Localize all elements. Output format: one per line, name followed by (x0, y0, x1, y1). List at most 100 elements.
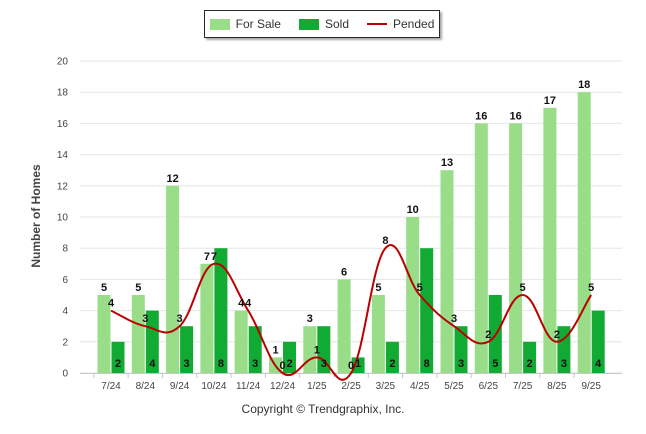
bar-sold (523, 341, 537, 373)
x-tick-label: 2/25 (341, 381, 361, 392)
bar-sold (248, 326, 262, 373)
x-tick-label: 7/25 (513, 381, 533, 392)
data-label-sold: 2 (115, 358, 121, 370)
x-tick-label: 4/25 (410, 381, 430, 392)
legend-label-for-sale: For Sale (235, 17, 281, 31)
bar-for-sale (474, 123, 488, 374)
data-label-pended: 7 (211, 251, 217, 263)
bar-sold (283, 341, 296, 373)
legend-item-sold[interactable]: Sold (298, 17, 349, 31)
y-tick-label: 10 (57, 213, 69, 224)
data-label-for-sale: 4 (238, 298, 245, 310)
data-label-pended: 2 (554, 329, 560, 341)
data-label-for-sale: 18 (578, 79, 590, 91)
data-label-pended: 2 (485, 329, 491, 341)
y-tick-label: 20 (57, 57, 69, 68)
data-label-sold: 5 (492, 358, 498, 370)
data-label-sold: 2 (389, 358, 395, 370)
y-tick-label: 4 (62, 306, 68, 317)
data-label-for-sale: 5 (375, 282, 381, 294)
bar-for-sale (371, 295, 385, 373)
x-tick-label: 11/24 (236, 381, 261, 392)
bar-sold (351, 357, 365, 373)
data-label-for-sale: 16 (475, 110, 487, 122)
legend-swatch-sold (298, 18, 319, 30)
data-label-for-sale: 1 (272, 344, 278, 356)
legend-label-sold: Sold (324, 17, 349, 31)
data-label-pended: 3 (142, 313, 148, 325)
data-label-for-sale: 17 (544, 95, 556, 107)
bar-sold (591, 310, 605, 373)
bar-for-sale (131, 295, 145, 373)
legend: For Sale Sold Pended (204, 10, 440, 38)
data-label-sold: 3 (252, 358, 258, 370)
y-tick-label: 16 (57, 119, 69, 130)
x-tick-label: 8/24 (136, 381, 156, 392)
x-tick-label: 12/24 (270, 381, 295, 392)
data-label-pended: 5 (588, 282, 594, 294)
copyright-notice: Copyright © Trendgraphix, Inc. (241, 402, 405, 416)
bar-for-sale (97, 295, 111, 373)
data-label-for-sale: 12 (166, 173, 178, 185)
y-tick-label: 0 (62, 369, 68, 380)
x-tick-label: 6/25 (479, 381, 499, 392)
y-tick-label: 8 (62, 244, 68, 255)
bar-sold (557, 326, 571, 373)
legend-swatch-pended (367, 23, 387, 25)
data-label-pended: 8 (382, 235, 388, 247)
y-axis-title: Number of Homes (29, 164, 43, 268)
y-tick-label: 6 (62, 275, 68, 286)
data-label-sold: 4 (149, 358, 156, 370)
legend-item-pended[interactable]: Pended (367, 17, 434, 31)
data-label-sold: 3 (561, 358, 567, 370)
data-label-for-sale: 16 (509, 110, 521, 122)
data-label-pended: 1 (314, 344, 320, 356)
bar-sold (317, 326, 331, 373)
legend-label-pended: Pended (393, 17, 435, 31)
x-tick-label: 7/24 (101, 381, 121, 392)
data-label-sold: 3 (184, 358, 190, 370)
data-label-pended: 5 (417, 282, 423, 294)
data-label-sold: 1 (355, 358, 361, 370)
data-label-sold: 8 (218, 358, 224, 370)
bar-for-sale (166, 185, 180, 373)
data-label-sold: 4 (595, 358, 602, 370)
data-label-pended: 3 (177, 313, 183, 325)
data-label-for-sale: 3 (307, 313, 313, 325)
data-label-for-sale: 5 (101, 282, 107, 294)
x-tick-label: 10/24 (201, 381, 226, 392)
data-label-sold: 2 (527, 358, 533, 370)
bar-for-sale (234, 310, 248, 373)
bar-sold (454, 326, 468, 373)
data-label-pended: 0 (279, 360, 285, 372)
bar-sold (111, 341, 125, 373)
bar-for-sale (543, 107, 557, 374)
bar-for-sale (440, 170, 454, 373)
data-label-for-sale: 10 (407, 204, 419, 216)
data-label-for-sale: 7 (204, 251, 210, 263)
x-tick-label: 5/25 (444, 381, 464, 392)
data-label-for-sale: 6 (341, 266, 347, 278)
x-tick-label: 9/24 (170, 381, 190, 392)
legend-swatch-for-sale (209, 18, 230, 30)
data-label-sold: 3 (458, 358, 464, 370)
data-label-pended: 0 (348, 360, 354, 372)
legend-item-for-sale[interactable]: For Sale (209, 17, 281, 31)
data-label-for-sale: 5 (135, 282, 141, 294)
bar-for-sale (337, 279, 351, 373)
data-label-pended: 4 (108, 298, 115, 310)
data-label-sold: 8 (424, 358, 430, 370)
bar-sold (420, 248, 434, 373)
data-label-sold: 2 (286, 358, 292, 370)
bar-sold (145, 310, 159, 373)
bar-sold (214, 248, 228, 373)
y-tick-label: 18 (57, 88, 69, 99)
bar-for-sale (406, 217, 420, 373)
x-tick-label: 8/25 (547, 381, 567, 392)
data-label-for-sale: 13 (441, 157, 453, 169)
data-label-sold: 3 (321, 358, 327, 370)
bar-for-sale (200, 263, 214, 373)
x-tick-label: 3/25 (376, 381, 396, 392)
